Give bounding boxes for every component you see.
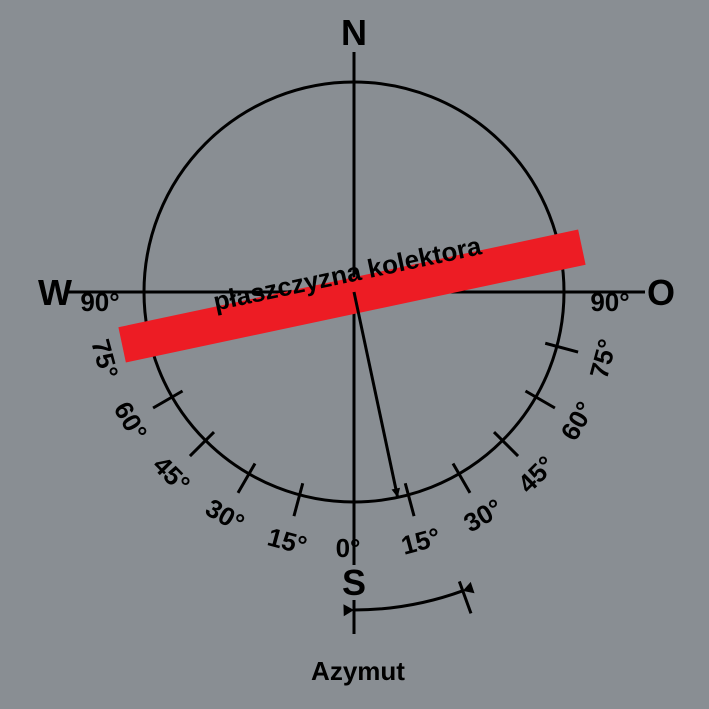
collector-plane: płaszczyzna kolektora (114, 210, 585, 362)
degree-label-text: 60° (555, 396, 601, 445)
collector-bar (118, 230, 585, 363)
azimuth-arc (354, 591, 463, 610)
degree-label: 60° (555, 396, 601, 445)
degree-label: 90° (590, 287, 629, 317)
degree-label-text: 15° (264, 522, 310, 561)
tick-mark (405, 483, 414, 516)
azimuth-diagram: 90°75°60°45°30°15°0°15°30°45°60°75°90°pł… (0, 0, 709, 709)
degree-label-text: 75° (584, 336, 623, 382)
degree-label: 30° (458, 493, 507, 539)
azimuth-label: Azymut (311, 656, 405, 686)
normal-arrow-line (354, 292, 398, 497)
cardinal-W: W (38, 272, 72, 313)
degree-label: 15° (398, 522, 444, 561)
degree-label-text: 30° (201, 493, 250, 539)
degree-label-text: 60° (108, 396, 154, 445)
degree-label-text: 90° (590, 287, 629, 317)
degree-label-text: 45° (147, 450, 196, 499)
tick-mark (545, 343, 578, 352)
degree-label-text: 75° (85, 336, 124, 382)
azimuth-arrow-head (343, 604, 354, 616)
degree-label: 15° (264, 522, 310, 561)
cardinal-O: O (647, 272, 675, 313)
degree-label: 0° (336, 533, 361, 563)
cardinal-S: S (342, 562, 366, 603)
tick-mark (294, 483, 303, 516)
cardinal-N: N (341, 12, 367, 53)
degree-label: 60° (108, 396, 154, 445)
degree-label: 45° (512, 450, 561, 499)
degree-label: 75° (85, 336, 124, 382)
degree-label-text: 0° (336, 533, 361, 563)
degree-label: 90° (80, 287, 119, 317)
degree-label-text: 45° (512, 450, 561, 499)
degree-label-text: 15° (398, 522, 444, 561)
degree-label: 45° (147, 450, 196, 499)
degree-label: 30° (201, 493, 250, 539)
degree-label-text: 90° (80, 287, 119, 317)
degree-label: 75° (584, 336, 623, 382)
degree-label-text: 30° (458, 493, 507, 539)
